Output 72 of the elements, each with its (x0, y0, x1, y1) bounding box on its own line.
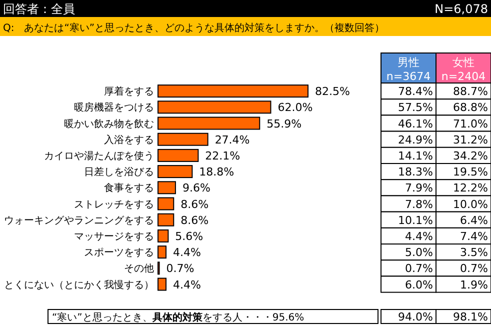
data-label: 8.6% (180, 198, 209, 211)
y-tick-label: マッサージをする (74, 231, 154, 242)
bar (158, 197, 174, 210)
y-tick-label: ストレッチをする (74, 199, 154, 210)
data-label: 5.6% (175, 230, 204, 243)
bar (158, 100, 272, 114)
text: 5.0% (405, 246, 433, 260)
bar (158, 116, 260, 130)
text: 7.4% (460, 230, 488, 243)
data-label: 27.4% (214, 133, 250, 146)
bar (158, 165, 193, 178)
bar (158, 246, 166, 259)
text: 6.4% (460, 214, 488, 227)
chart-subtitle: Q: あなたは“寒い”と思ったとき、どのような具体的対策をしますか。（複数回答） (3, 22, 385, 34)
text: 回答者：全員 (3, 2, 75, 16)
text: N=6,078 (434, 2, 488, 16)
y-tick-label: 暖房機器をつける (74, 102, 154, 114)
text: 7.8% (405, 198, 433, 211)
y-tick-label: スポーツをする (84, 248, 154, 259)
y-tick-label: 厚着をする (104, 86, 154, 98)
data-label: 4.4% (173, 246, 201, 260)
bar (158, 84, 308, 98)
bar (158, 213, 174, 226)
data-label: 9.6% (182, 182, 210, 195)
text: 24.9% (398, 133, 433, 146)
y-tick-label: 日差しを浴びる (84, 166, 154, 178)
y-tick-label: その他 (124, 262, 154, 275)
text: 1.9% (460, 278, 488, 292)
data-label: 0.7% (166, 262, 194, 276)
category-label: 男性 n=3674 (386, 56, 431, 83)
text: 31.2% (453, 133, 488, 146)
data-label: 8.6% (180, 214, 209, 227)
y-tick-label: 入浴をする (104, 134, 154, 146)
data-label: 18.8% (199, 166, 234, 179)
data-label: 82.5% (315, 85, 350, 98)
text: 10.1% (398, 214, 433, 227)
text: 88.7% (453, 85, 488, 98)
y-tick-label: 暖かい飲み物を飲む (64, 118, 154, 130)
data-label: 22.1% (205, 149, 240, 162)
text: 0.7% (405, 262, 433, 276)
y-tick-label: 食事をする (104, 182, 154, 194)
text: 98.1% (453, 310, 488, 324)
bar (158, 148, 199, 162)
text: 14.1% (398, 149, 433, 162)
text: 4.4% (405, 230, 433, 243)
data-label: 55.9% (266, 117, 302, 130)
text: 12.2% (453, 182, 488, 195)
data-label: 4.4% (173, 278, 201, 292)
bar (158, 132, 208, 146)
text: 34.2% (453, 149, 488, 162)
text: 57.5% (398, 101, 433, 114)
text: 6.0% (405, 278, 433, 292)
y-tick-label: ウォーキングやランニングをする (4, 215, 154, 226)
text: 68.8% (453, 101, 488, 114)
text: 19.5% (453, 166, 488, 179)
text: 46.1% (398, 117, 433, 130)
category-label: 女性 n=2404 (441, 56, 486, 83)
bar (158, 278, 166, 291)
bar (158, 181, 176, 194)
text: 3.5% (460, 246, 488, 260)
text: 18.3% (398, 166, 433, 179)
y-tick-label: とくにない（とにかく我慢する） (4, 278, 154, 291)
text: 78.4% (398, 85, 433, 98)
text: 0.7% (460, 262, 488, 276)
text: “寒い”と思ったとき、具体的対策をする人・・・95.6% (52, 312, 304, 324)
text: 94.0% (398, 310, 433, 324)
data-label: 62.0% (278, 101, 313, 114)
text: 7.9% (405, 182, 433, 195)
text: 10.0% (453, 198, 488, 211)
y-tick-label: カイロや湯たんぽを使う (44, 150, 154, 162)
bar (158, 229, 169, 242)
text: 71.0% (453, 117, 488, 130)
